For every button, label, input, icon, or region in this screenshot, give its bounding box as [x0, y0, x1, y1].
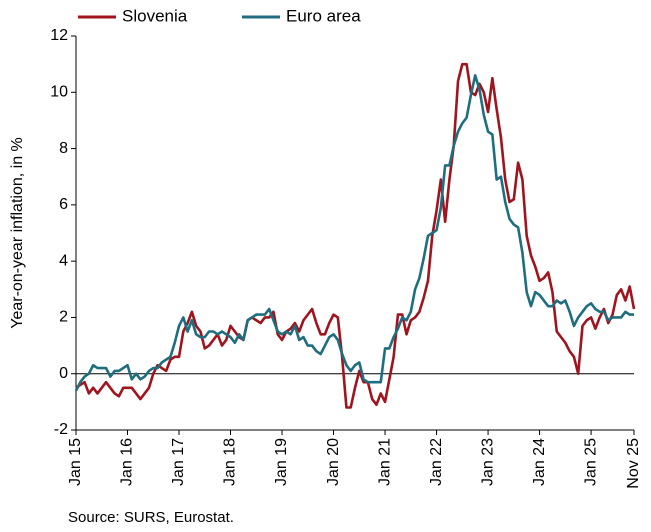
- x-tick-label: Jan 20: [325, 438, 342, 486]
- y-tick-label: 6: [59, 196, 68, 213]
- legend-label: Euro area: [286, 6, 361, 25]
- x-tick-label: Nov 25: [625, 438, 642, 489]
- x-tick-label: Jan 25: [582, 438, 599, 486]
- x-tick-label: Jan 21: [376, 438, 393, 486]
- x-tick-label: Jan 23: [479, 438, 496, 486]
- y-tick-label: 12: [50, 27, 68, 44]
- x-tick-label: Jan 22: [428, 438, 445, 486]
- x-tick-label: Jan 24: [531, 438, 548, 486]
- legend-label: Slovenia: [122, 6, 188, 25]
- x-tick-label: Jan 15: [67, 438, 84, 486]
- x-tick-label: Jan 18: [222, 438, 239, 486]
- y-axis-label: Year-on-year inflation, in %: [9, 137, 26, 329]
- x-tick-label: Jan 16: [119, 438, 136, 486]
- x-tick-label: Jan 17: [170, 438, 187, 486]
- series-line: [75, 62, 636, 409]
- y-tick-label: 10: [50, 84, 68, 101]
- y-tick-label: 8: [59, 140, 68, 157]
- y-tick-label: 0: [59, 365, 68, 382]
- y-tick-label: 2: [59, 309, 68, 326]
- source: Source: SURS, Eurostat.: [68, 509, 234, 526]
- x-tick-label: Jan 19: [273, 438, 290, 486]
- y-tick-label: 4: [59, 252, 68, 269]
- y-tick-label: -2: [54, 421, 68, 438]
- series-line: [74, 74, 634, 392]
